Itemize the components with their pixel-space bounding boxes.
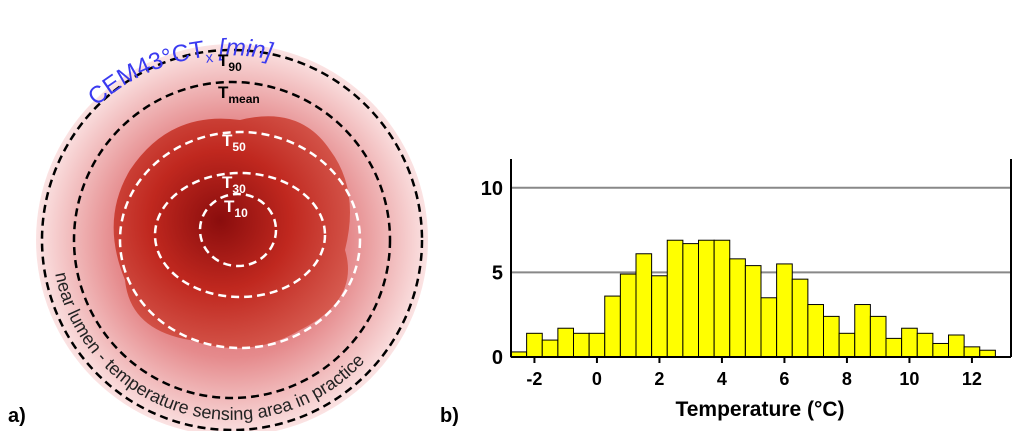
x-tick-label: 6 [779, 369, 789, 389]
isotherm-main: T [218, 51, 229, 70]
bar [666, 239, 684, 358]
bar [869, 315, 887, 358]
bar [573, 332, 590, 358]
panel-label: a) [8, 405, 26, 427]
isotherm-circle [40, 48, 424, 432]
isotherm-sub: 30 [232, 182, 246, 196]
bar [713, 239, 731, 358]
bar [854, 304, 871, 358]
x-tick-label: 4 [717, 369, 727, 389]
isotherm-label: T10 [224, 197, 248, 220]
bar [588, 332, 606, 358]
isotherm-label: T30 [222, 173, 246, 196]
x-tick-label: 10 [899, 369, 919, 389]
isotherm-circle [153, 171, 327, 299]
y-tick-label: 10 [481, 178, 503, 200]
bar [604, 295, 621, 358]
bar [682, 243, 699, 358]
isotherm-label: T50 [222, 131, 246, 154]
isotherm-circle [72, 80, 392, 400]
bar [838, 332, 856, 358]
x-tick-label: -2 [526, 369, 542, 389]
y-tick-label: 5 [492, 262, 503, 284]
isotherm-main: T [222, 173, 233, 192]
isotherm-main: T [224, 197, 235, 216]
bar [901, 327, 918, 358]
panel-label: b) [440, 405, 459, 427]
isotherm-main: T [218, 83, 229, 102]
isotherm-sub: 90 [228, 60, 242, 74]
isotherm-main: T [222, 131, 233, 150]
tumor [113, 116, 351, 348]
bar [963, 346, 981, 358]
isotherm-sub: 10 [234, 206, 248, 220]
isotherm-label: Tmean [218, 83, 260, 106]
bar [791, 278, 809, 358]
isotherm-circle [118, 130, 362, 350]
bar [698, 239, 715, 358]
isotherm-sub: 50 [232, 140, 246, 154]
bar [635, 253, 653, 358]
isotherm-circle [198, 192, 278, 268]
isotherm-label: T90 [218, 51, 242, 74]
bar [823, 315, 840, 358]
bar [729, 258, 746, 358]
bar [916, 332, 934, 358]
y-tick-label: 0 [492, 347, 503, 369]
panel-a: CEM43°CTx [min] near lumen - temperature … [8, 34, 428, 436]
bar [885, 337, 903, 358]
bar [979, 349, 996, 358]
bar [619, 273, 637, 358]
x-tick-label: 0 [592, 369, 602, 389]
panel-b: 0 5 10 -2 0 2 4 6 8 10 12 Temperature (°C) b) [440, 159, 1012, 427]
bar [526, 332, 543, 358]
x-tick-label: 12 [962, 369, 982, 389]
x-axis-label: Temperature (°C) [675, 398, 844, 421]
bar [651, 275, 668, 358]
x-tick-label: 8 [842, 369, 852, 389]
x-tick-label: 2 [654, 369, 664, 389]
isotherm-sub: mean [228, 92, 259, 106]
bar [557, 327, 574, 358]
bar [948, 334, 965, 358]
bar [760, 297, 778, 358]
bar [776, 263, 793, 358]
bar [807, 304, 824, 358]
bar [744, 265, 762, 358]
bar [932, 342, 949, 358]
bar [541, 339, 559, 358]
